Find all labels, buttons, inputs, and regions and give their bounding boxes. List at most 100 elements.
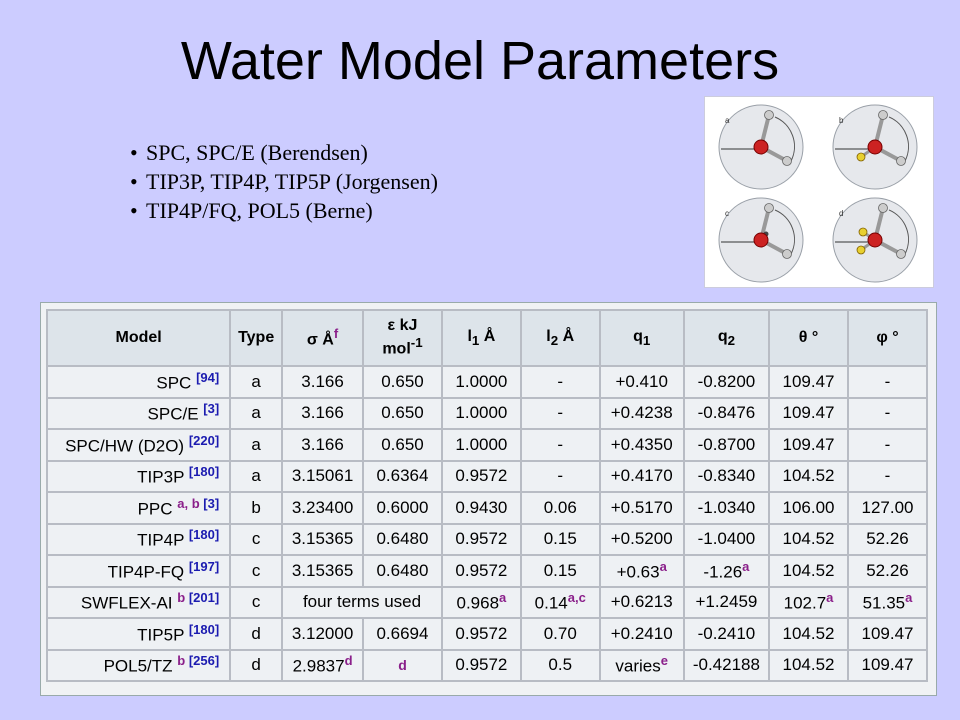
- water-model-diagram-svg: a b c d: [718, 104, 918, 283]
- hydrogen-atom: [878, 203, 888, 213]
- cell-theta: 104.52: [768, 459, 849, 493]
- cell-type-value: d: [251, 655, 261, 675]
- bullet-list: SPC, SPC/E (Berendsen) TIP3P, TIP4P, TIP…: [130, 138, 438, 225]
- cell-l2-value: 0.06: [543, 497, 577, 517]
- header-l2: l2 Å: [519, 309, 601, 367]
- cell-theta: 109.47: [768, 428, 849, 462]
- cell-type: c: [229, 522, 284, 556]
- cell-sigma-value: 3.12000: [291, 623, 354, 643]
- cell-l1: 0.9572: [440, 554, 522, 588]
- cell-sigma: 3.166: [281, 428, 365, 462]
- bullet-item: TIP4P/FQ, POL5 (Berne): [130, 196, 438, 225]
- cell-theta-footnote: a: [826, 590, 834, 606]
- header-sigma: σ Åf: [281, 309, 365, 367]
- cell-theta-value: 104.52: [782, 560, 835, 580]
- cell-type-value: a: [251, 434, 261, 454]
- cell-theta-value: 104.52: [782, 623, 835, 643]
- model-footnote: b: [177, 590, 189, 606]
- cell-q2: -0.8200: [682, 365, 771, 399]
- model-name: SPC/E: [147, 405, 204, 425]
- cell-phi: 52.26: [846, 554, 929, 588]
- cell-l2: 0.5: [519, 648, 601, 682]
- cell-type-value: a: [251, 371, 261, 391]
- header-q2: q2: [682, 309, 771, 367]
- model-reference-link: [3]: [203, 495, 220, 511]
- cell-q2: -0.42188: [682, 648, 771, 682]
- header-sigma-footnote: f: [333, 326, 339, 342]
- cell-l1-value: 1.0000: [455, 371, 508, 391]
- cell-type: b: [229, 491, 284, 525]
- model-name: SWFLEX-AI: [80, 594, 178, 614]
- cell-phi-value: -: [884, 466, 891, 486]
- cell-sigma: 3.12000: [281, 617, 365, 651]
- cell-theta: 104.52: [768, 522, 849, 556]
- cell-epsilon-value: 0.650: [381, 434, 424, 454]
- cell-q2: -0.8340: [682, 459, 771, 493]
- model-name: POL5/TZ: [103, 657, 178, 677]
- cell-theta-value: 104.52: [782, 529, 835, 549]
- model-reference-link: [180]: [188, 527, 220, 543]
- cell-theta: 106.00: [768, 491, 849, 525]
- table-row: SWFLEX-AI b [201] c four terms used 0.968a 0…: [45, 585, 929, 619]
- cell-l1-value: 0.9572: [455, 560, 508, 580]
- table-header-row: Model Type σ Åf ε kJ mol-1 l1 Å l2 Å q1 q…: [45, 309, 929, 367]
- cell-q1-value: +0.4350: [610, 434, 673, 454]
- cell-phi-value: 109.47: [861, 623, 914, 643]
- cell-sigma-footnote: d: [344, 653, 353, 669]
- cell-l2: 0.14a,c: [519, 585, 601, 619]
- header-type: Type: [229, 309, 284, 367]
- cell-q2: -0.2410: [682, 617, 771, 651]
- cell-q1: +0.63a: [598, 554, 685, 588]
- cell-theta-value: 106.00: [782, 497, 835, 517]
- cell-q2: -1.0340: [682, 491, 771, 525]
- cell-epsilon: 0.6480: [362, 554, 443, 588]
- oxygen-atom: [867, 139, 883, 155]
- charge-site: [856, 245, 866, 255]
- header-epsilon: ε kJ mol-1: [362, 309, 443, 367]
- cell-l1-footnote: a: [499, 590, 507, 606]
- table-row: TIP3P [180] a 3.15061 0.6364 0.9572 - +0.4170 -…: [45, 459, 929, 493]
- cell-l2: 0.70: [519, 617, 601, 651]
- cell-epsilon-value: 0.6364: [376, 466, 429, 486]
- table-row: TIP5P [180] d 3.12000 0.6694 0.9572 0.70 +0.24…: [45, 617, 929, 651]
- cell-phi-footnote: a: [905, 590, 913, 606]
- cell-model: POL5/TZ b [256]: [45, 648, 232, 682]
- cell-type-value: b: [251, 497, 261, 517]
- cell-epsilon-footnote: d: [398, 657, 407, 674]
- cell-phi: 52.26: [846, 522, 929, 556]
- cell-l2: -: [519, 396, 601, 430]
- table-row: POL5/TZ b [256] d 2.9837d d 0.9572 0.5 variese…: [45, 648, 929, 682]
- hydrogen-atom: [764, 110, 774, 120]
- model-name: PPC: [137, 499, 178, 519]
- angle-arc: [888, 116, 909, 162]
- cell-epsilon: 0.6000: [362, 491, 443, 525]
- cell-type-value: a: [251, 403, 261, 423]
- cell-phi: -: [846, 365, 929, 399]
- hydrogen-atom: [782, 249, 792, 259]
- hydrogen-atom: [878, 110, 888, 120]
- panel-label: d: [839, 209, 843, 218]
- cell-theta: 109.47: [768, 365, 849, 399]
- cell-l2-value: -: [557, 371, 564, 391]
- cell-l2-value: 0.15: [543, 529, 577, 549]
- table-row: TIP4P [180] c 3.15365 0.6480 0.9572 0.15 +0.52…: [45, 522, 929, 556]
- cell-q1: +0.6213: [598, 585, 685, 619]
- cell-l1: 1.0000: [440, 365, 522, 399]
- cell-l2-value: 0.5: [548, 655, 573, 675]
- cell-type: d: [229, 617, 284, 651]
- cell-theta: 104.52: [768, 648, 849, 682]
- header-l1: l1 Å: [440, 309, 522, 367]
- cell-l2-value: -: [557, 403, 564, 423]
- model-name: TIP3P: [137, 468, 189, 488]
- cell-l1: 0.968a: [440, 585, 522, 619]
- parameters-table-container: Model Type σ Åf ε kJ mol-1 l1 Å l2 Å q1 q…: [40, 302, 937, 696]
- cell-q1: variese: [598, 648, 685, 682]
- cell-q2-value: +1.2459: [695, 592, 758, 612]
- model-name: TIP4P-FQ: [107, 562, 189, 582]
- cell-type: a: [229, 428, 284, 462]
- cell-l1-value: 0.9572: [455, 529, 508, 549]
- cell-sigma-epsilon: four terms used: [281, 585, 443, 619]
- cell-type: c: [229, 585, 284, 619]
- cell-l1-value: 0.9572: [455, 623, 508, 643]
- angle-arc: [774, 209, 795, 255]
